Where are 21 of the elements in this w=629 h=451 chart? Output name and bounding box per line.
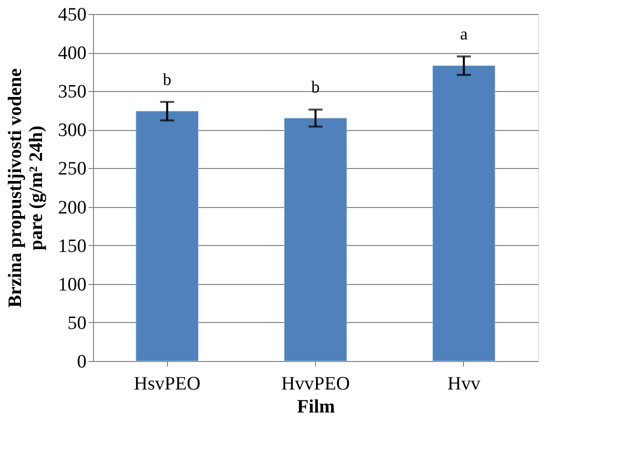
y-axis-title: Brzina propustljivosti vodene pare (g/m² 24h) — [5, 68, 47, 308]
y-tick-label: 50 — [68, 312, 86, 334]
x-tick-label: HsvPEO — [134, 374, 200, 394]
y-tick-label: 300 — [58, 120, 86, 142]
y-tick-label: 400 — [58, 43, 86, 64]
x-axis-title: Film — [297, 396, 336, 418]
x-tick-label: HvvPEO — [281, 374, 350, 394]
y-tick-label: 200 — [58, 197, 86, 218]
annotation: a — [460, 24, 468, 44]
y-tick-label: 350 — [58, 82, 86, 103]
y-tick-label: 250 — [58, 158, 86, 180]
y-tick-label: 0 — [77, 352, 86, 372]
annotation: b — [162, 70, 172, 89]
bar — [136, 110, 199, 362]
x-tick-label: Hvv — [447, 374, 481, 394]
annotation: b — [311, 78, 320, 97]
bar — [284, 118, 347, 362]
bar — [432, 65, 496, 362]
y-tick-label: 150 — [58, 236, 86, 257]
y-tick-label: 100 — [58, 274, 86, 296]
y-tick-label: 450 — [58, 4, 86, 26]
